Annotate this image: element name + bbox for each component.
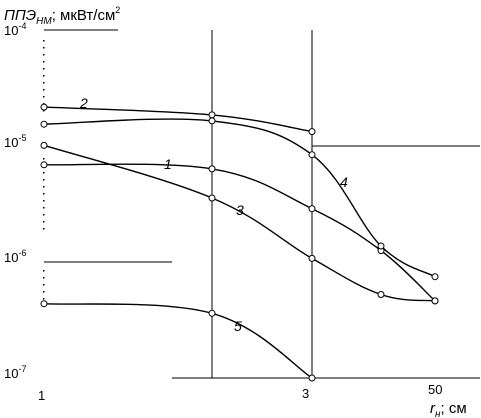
y-axis-label-unit: ; мкВт/см (52, 7, 116, 24)
series-layer: 1 2 3 4 5 (40, 95, 439, 382)
series-3: 3 (40, 141, 439, 305)
data-point (208, 309, 216, 317)
minor-tick-dot (43, 277, 45, 279)
data-point (377, 291, 385, 298)
data-point (308, 374, 316, 382)
minor-tick-dot (43, 68, 45, 70)
series-label: 1 (164, 156, 172, 172)
series-4: 4 (40, 117, 439, 281)
minor-tick-dot (43, 200, 45, 202)
minor-tick-dot (43, 47, 45, 49)
minor-tick-dot (43, 214, 45, 216)
y-tick-label: 10-7 (4, 364, 26, 381)
data-point (377, 242, 385, 250)
reference-lines (44, 29, 480, 379)
data-point (40, 141, 48, 149)
data-point (431, 273, 439, 281)
y-tick-labels: 10-4 10-5 10-6 10-7 (4, 21, 26, 381)
data-point (40, 103, 48, 111)
minor-tick-dot (43, 284, 45, 286)
series-label: 3 (236, 202, 244, 218)
left-axis-dots (43, 40, 45, 307)
minor-tick-dot (43, 82, 45, 84)
data-point (431, 297, 439, 305)
minor-tick-dot (43, 298, 45, 300)
series-5: 5 (40, 300, 316, 382)
minor-tick-dot (43, 221, 45, 223)
data-point (308, 128, 316, 136)
y-tick-label: 10-5 (4, 133, 26, 150)
data-point (208, 111, 216, 119)
series-line (43, 144, 436, 302)
x-tick-labels: 1 3 50 (38, 382, 442, 403)
series-line (43, 118, 436, 278)
x-axis-label-unit: ; см (441, 400, 467, 417)
series-label: 5 (234, 318, 242, 334)
series-label: 4 (340, 174, 348, 190)
minor-tick-dot (43, 207, 45, 209)
minor-tick-dot (43, 54, 45, 56)
x-tick-label: 1 (38, 388, 45, 403)
series-label: 2 (79, 95, 88, 111)
x-tick-label: 3 (302, 386, 309, 401)
minor-tick-dot (43, 270, 45, 272)
series-1: 1 (40, 156, 439, 305)
x-axis-label-subscript: н (435, 409, 441, 418)
data-point (308, 151, 316, 159)
data-point (40, 120, 48, 128)
minor-tick-dot (43, 110, 45, 112)
y-axis-label-superscript: 2 (115, 5, 120, 15)
minor-tick-dot (43, 158, 45, 160)
series-line (43, 163, 436, 302)
x-axis-label: r (430, 400, 436, 417)
minor-tick-dot (43, 291, 45, 293)
y-axis-label-subscript: НМ (36, 16, 52, 27)
minor-tick-dot (43, 61, 45, 63)
y-tick-label: 10-6 (4, 248, 26, 265)
y-axis-title: ППЭНМ; мкВт/см2 (4, 5, 120, 27)
data-point (208, 117, 216, 125)
minor-tick-dot (43, 96, 45, 98)
minor-tick-dot (43, 186, 45, 188)
minor-tick-dot (43, 228, 45, 230)
minor-tick-dot (43, 193, 45, 195)
y-tick-label: 10-4 (4, 21, 26, 38)
minor-tick-dot (43, 172, 45, 174)
data-point (40, 300, 48, 308)
minor-tick-dot (43, 40, 45, 42)
data-point (40, 161, 48, 169)
minor-tick-dot (43, 179, 45, 181)
series-2: 2 (40, 95, 316, 136)
data-point (308, 205, 316, 213)
data-point (308, 254, 316, 262)
series-line (43, 303, 313, 379)
data-point (208, 165, 216, 173)
minor-tick-dot (43, 89, 45, 91)
x-tick-label: 50 (428, 382, 442, 397)
minor-tick-dot (43, 75, 45, 77)
data-point (208, 194, 216, 202)
x-axis-title: rн; см (430, 400, 467, 418)
y-axis-label: ППЭ (4, 7, 36, 24)
